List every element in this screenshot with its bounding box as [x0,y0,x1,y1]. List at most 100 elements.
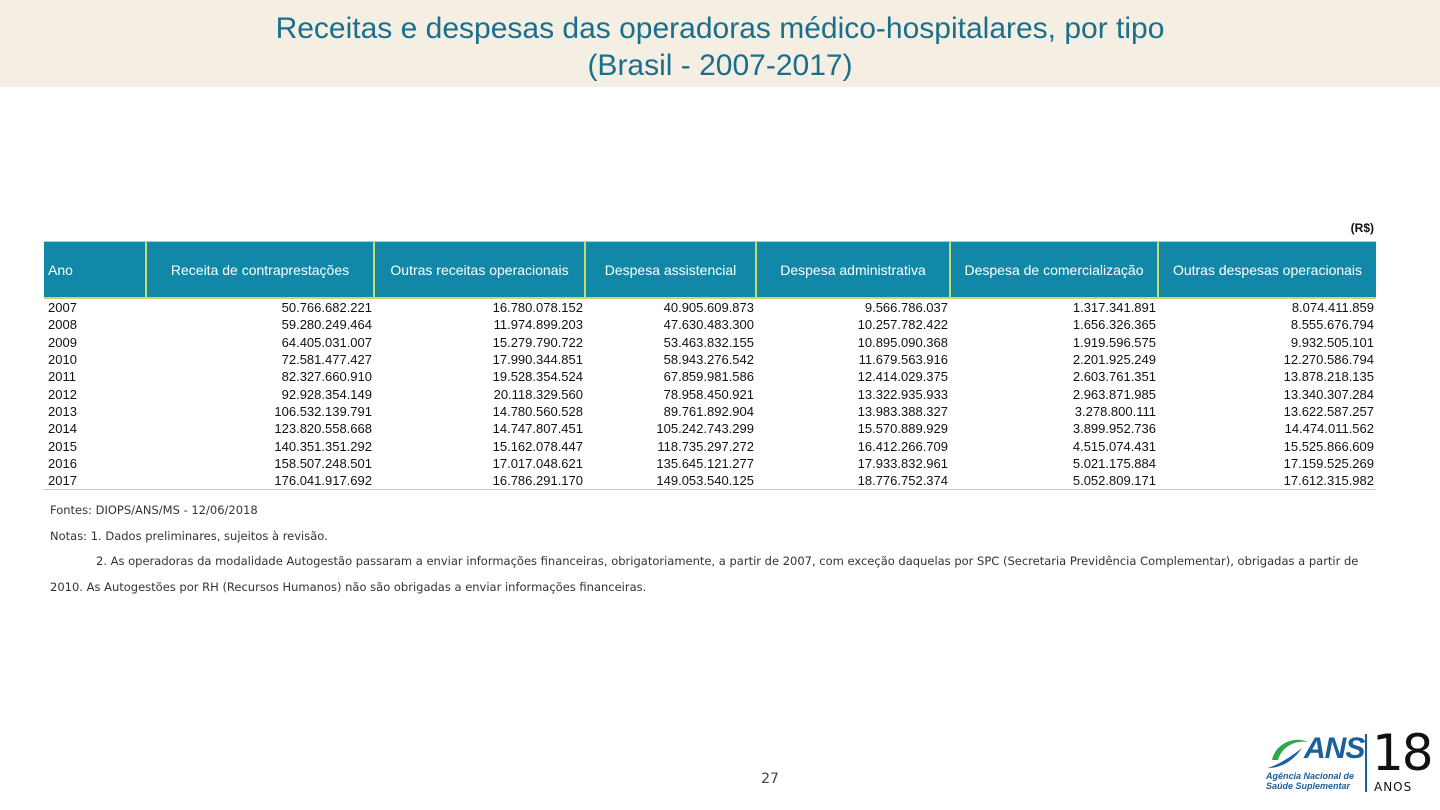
column-header: Outras receitas operacionais [373,241,585,298]
year-cell: 2011 [48,369,76,385]
value-cell: 1.656.326.365 [1072,317,1156,333]
value-cell: 50.766.682.221 [281,300,372,316]
value-cell: 67.859.981.586 [663,369,754,385]
value-cell: 40.905.609.873 [663,300,754,316]
value-cell: 92.928.354.149 [281,386,372,402]
value-cell: 9.932.505.101 [1290,334,1374,350]
value-cell: 14.747.807.451 [492,421,583,437]
value-cell: 17.612.315.982 [1158,471,1376,491]
table-row: 2016 158.507.248.501 17.017.048.621 135.645… [44,455,1376,472]
page-title-line1: Receitas e despesas das operadoras médic… [275,12,1165,45]
value-cell: 13.983.388.327 [857,403,948,419]
year-cell: 2017 [44,471,146,491]
year-cell: 2013 [48,403,77,419]
value-cell: 13.622.587.257 [1283,403,1374,419]
value-cell: 1.317.341.891 [1072,300,1156,316]
table-row: 2011 82.327.660.910 19.528.354.524 67.859.9… [44,368,1376,385]
table-row: 2007 50.766.682.221 16.780.078.152 40.905.6… [44,298,1376,316]
value-cell: 13.322.935.933 [857,386,948,402]
value-cell: 13.878.218.135 [1283,369,1374,385]
value-cell: 9.566.786.037 [864,300,948,316]
ans-swoosh-icon [1268,739,1308,768]
revenue-expense-table: Ano Receita de contraprestações Outras rec… [44,241,1376,491]
page-title: Receitas e despesas das operadoras médic… [0,10,1440,84]
value-cell: 123.820.558.668 [274,421,372,437]
anniversary-word: ANOS [1374,780,1413,794]
value-cell: 158.507.248.501 [274,455,372,471]
value-cell: 3.278.800.111 [1074,403,1156,419]
value-cell: 78.958.450.921 [663,386,754,402]
column-header: Ano [44,241,146,298]
year-cell: 2009 [48,334,77,350]
ans-logo-text: ANS [1304,732,1365,765]
year-cell: 2014 [48,421,77,437]
value-cell: 135.645.121.277 [656,455,754,471]
ans-logo-subtitle: Agência Nacional de Saúde Suplementar [1266,771,1358,791]
value-cell: 17.990.344.851 [492,352,583,368]
year-cell: 2007 [48,300,77,316]
year-cell: 2010 [48,352,77,368]
value-cell: 176.041.917.692 [146,471,374,491]
logo-divider [1365,734,1367,792]
value-cell: 10.895.090.368 [857,334,948,350]
anniversary-number: 18 [1372,724,1434,782]
value-cell: 14.474.011.562 [1284,421,1374,437]
value-cell: 1.919.596.575 [1072,334,1156,350]
value-cell: 47.630.483.300 [663,317,754,333]
page-title-line2: (Brasil - 2007-2017) [587,49,853,82]
ans-subtitle-line1: Agência Nacional de [1266,771,1355,781]
value-cell: 53.463.832.155 [663,334,754,350]
source-note: Fontes: DIOPS/ANS/MS - 12/06/2018 [50,503,258,517]
page-number: 27 [761,771,779,787]
year-cell: 2015 [48,438,77,454]
value-cell: 17.017.048.621 [492,455,583,471]
value-cell: 11.679.563.916 [858,352,948,368]
value-cell: 14.780.560.528 [492,403,583,419]
note-1: Notas: 1. Dados preliminares, sujeitos à… [50,529,328,543]
table-row: 2015 140.351.351.292 15.162.078.447 118.735… [44,437,1376,454]
value-cell: 18.776.752.374 [756,471,950,491]
value-cell: 19.528.354.524 [492,369,583,385]
value-cell: 20.118.329.560 [493,386,583,402]
value-cell: 12.414.029.375 [857,369,948,385]
value-cell: 15.525.866.609 [1283,438,1374,454]
value-cell: 59.280.249.464 [281,317,372,333]
table-header-row: Ano Receita de contraprestações Outras rec… [44,241,1376,298]
value-cell: 140.351.351.292 [274,438,372,454]
table-row: 2014 123.820.558.668 14.747.807.451 105.242… [44,420,1376,437]
value-cell: 2.201.925.249 [1072,352,1156,368]
value-cell: 64.405.031.007 [281,334,372,350]
value-cell: 10.257.782.422 [857,317,948,333]
column-header: Outras despesas operacionais [1157,241,1376,298]
value-cell: 58.943.276.542 [663,352,754,368]
value-cell: 13.340.307.284 [1283,386,1374,402]
value-cell: 4.515.074.431 [1072,438,1156,454]
value-cell: 82.327.660.910 [281,369,372,385]
value-cell: 15.162.078.447 [492,438,583,454]
value-cell: 72.581.477.427 [281,352,372,368]
column-header: Receita de contraprestações [145,241,374,298]
value-cell: 105.242.743.299 [656,421,754,437]
ans-logo: ANS Agência Nacional de Saúde Suplementa… [1262,724,1434,796]
table-row: 2017 176.041.917.692 16.786.291.170 149.053… [44,471,1376,491]
value-cell: 5.052.809.171 [950,471,1158,491]
value-cell: 106.532.139.791 [274,403,372,419]
value-cell: 15.279.790.722 [492,334,583,350]
table-row: 2012 92.928.354.149 20.118.329.560 78.958.4… [44,385,1376,402]
year-cell: 2008 [48,317,77,333]
value-cell: 15.570.889.929 [857,421,948,437]
value-cell: 16.780.078.152 [492,300,583,316]
column-header: Despesa administrativa [755,241,950,298]
value-cell: 17.159.525.269 [1283,455,1374,471]
value-cell: 16.412.266.709 [857,438,948,454]
value-cell: 3.899.952.736 [1072,421,1156,437]
column-header: Despesa de comercialização [949,241,1158,298]
value-cell: 17.933.832.961 [857,455,948,471]
table-row: 2013 106.532.139.791 14.780.560.528 89.761.… [44,403,1376,420]
value-cell: 11.974.899.203 [493,317,583,333]
value-cell: 5.021.175.884 [1072,455,1156,471]
note-2: 2. As operadoras da modalidade Autogestã… [96,554,1359,568]
value-cell: 12.270.586.794 [1283,352,1374,368]
value-cell: 149.053.540.125 [585,471,756,491]
value-cell: 2.603.761.351 [1072,369,1156,385]
